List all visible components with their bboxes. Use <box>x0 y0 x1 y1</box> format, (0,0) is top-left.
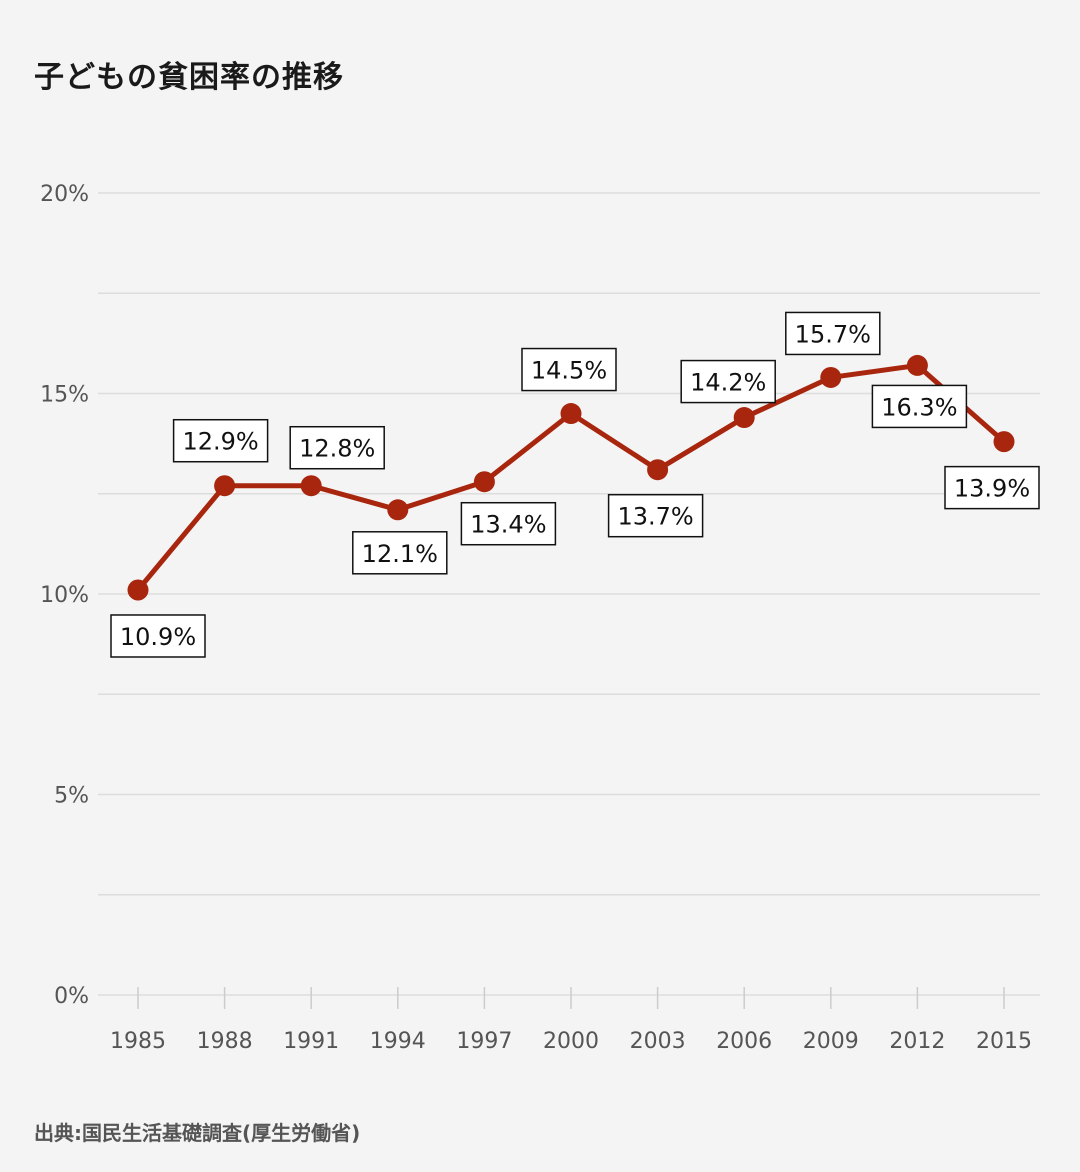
data-label-box <box>785 311 881 356</box>
data-label-box <box>352 531 448 575</box>
x-tick-label: 1985 <box>110 1029 166 1054</box>
data-label: 10.9% <box>120 623 196 651</box>
x-tick-label: 2009 <box>803 1029 859 1054</box>
y-tick-label: 15% <box>40 383 89 408</box>
data-point <box>820 366 842 388</box>
chart-title: 子どもの貧困率の推移 <box>34 60 344 95</box>
data-label-box <box>110 614 206 658</box>
data-label: 13.7% <box>617 503 693 531</box>
x-tick-label: 1991 <box>283 1029 339 1054</box>
data-label: 12.8% <box>299 435 375 463</box>
data-label: 16.3% <box>881 393 957 421</box>
x-tick-label: 2012 <box>889 1029 945 1054</box>
y-tick-label: 5% <box>54 784 89 809</box>
data-point <box>993 431 1015 453</box>
x-tick-label: 2006 <box>716 1029 772 1054</box>
x-tick-label: 2003 <box>630 1029 686 1054</box>
y-tick-label: 0% <box>54 984 89 1009</box>
data-point <box>127 579 149 601</box>
data-point <box>214 475 236 497</box>
data-point <box>733 407 755 429</box>
data-label-box <box>607 493 704 538</box>
data-point <box>647 459 669 481</box>
data-label: 12.9% <box>182 428 258 456</box>
data-label-box <box>680 359 776 404</box>
data-label: 13.4% <box>470 511 546 539</box>
data-point <box>473 471 495 493</box>
data-point <box>906 354 928 376</box>
y-tick-label: 20% <box>40 182 89 207</box>
data-label-box <box>460 501 557 546</box>
data-label-box <box>172 418 269 463</box>
y-tick-label: 10% <box>40 583 89 608</box>
data-point <box>387 499 409 521</box>
data-label-box <box>871 384 968 429</box>
x-tick-label: 1997 <box>456 1029 512 1054</box>
data-label: 12.1% <box>362 540 438 568</box>
x-tick-label: 2015 <box>976 1029 1032 1054</box>
source-note: 出典:国民生活基礎調査(厚生労働省) <box>34 1121 361 1145</box>
data-point <box>560 403 582 425</box>
x-tick-label: 2000 <box>543 1029 599 1054</box>
data-label: 13.9% <box>954 475 1030 503</box>
data-label: 14.5% <box>531 357 607 385</box>
data-point <box>300 475 322 497</box>
data-label: 15.7% <box>795 320 871 348</box>
data-label-box <box>521 347 617 392</box>
data-label-box <box>289 425 385 470</box>
data-label: 14.2% <box>690 369 766 397</box>
x-tick-label: 1994 <box>370 1029 426 1054</box>
x-tick-label: 1988 <box>197 1029 253 1054</box>
data-label-box <box>944 465 1040 510</box>
